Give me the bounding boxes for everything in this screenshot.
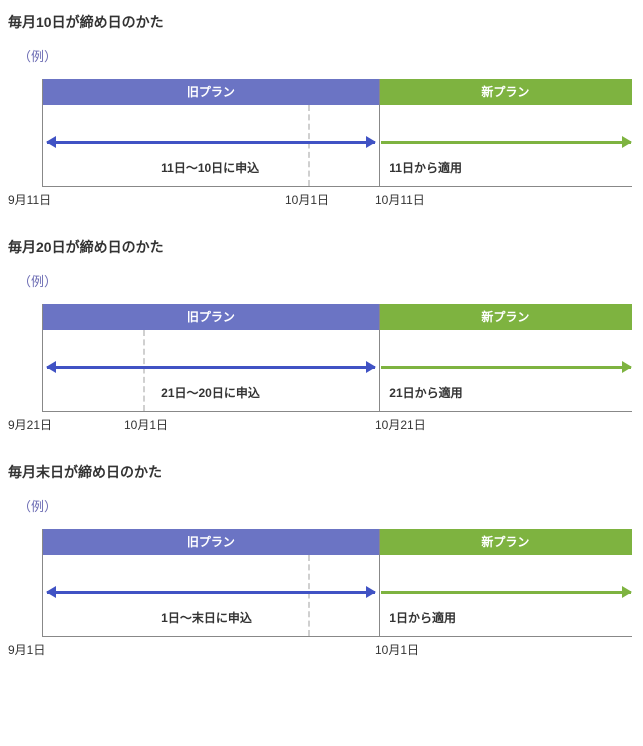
date-label: 9月11日 xyxy=(8,191,51,208)
old-plan-header: 旧プラン xyxy=(43,529,379,555)
effective-period-arrow xyxy=(381,141,631,144)
date-label: 9月21日 xyxy=(8,416,52,433)
date-label: 10月11日 xyxy=(375,191,425,208)
section-title: 毎月10日が締め日のかた xyxy=(8,12,635,32)
new-plan-header: 新プラン xyxy=(379,304,632,330)
month-boundary-line xyxy=(308,105,310,186)
effective-period-label: 1日から適用 xyxy=(389,609,456,626)
effective-period-label: 11日から適用 xyxy=(389,159,462,176)
application-period-label: 21日～20日に申込 xyxy=(161,384,260,401)
example-label: （例） xyxy=(18,46,635,65)
date-label: 9月1日 xyxy=(8,641,45,658)
new-plan-header: 新プラン xyxy=(379,79,632,105)
timeline: 旧プラン新プラン 21日～20日に申込 21日から適用 xyxy=(42,304,632,412)
date-label: 10月1日 xyxy=(285,191,329,208)
old-plan-header: 旧プラン xyxy=(43,304,379,330)
date-label: 10月21日 xyxy=(375,416,426,433)
section-title: 毎月20日が締め日のかた xyxy=(8,237,635,257)
date-axis: 9月1日 10月1日 xyxy=(8,639,643,659)
date-axis: 9月11日 10月1日 10月11日 xyxy=(8,189,643,209)
effective-period-label: 21日から適用 xyxy=(389,384,462,401)
example-label: （例） xyxy=(18,496,635,515)
timeline: 旧プラン新プラン 11日～10日に申込 11日から適用 xyxy=(42,79,632,187)
effective-period-arrow xyxy=(381,591,631,594)
effective-period-arrow xyxy=(381,366,631,369)
new-plan-header: 新プラン xyxy=(379,529,632,555)
date-label: 10月1日 xyxy=(375,641,419,658)
section-title: 毎月末日が締め日のかた xyxy=(8,462,635,482)
plan-switch-line xyxy=(379,304,380,411)
application-period-arrow xyxy=(47,141,375,144)
application-period-label: 11日～10日に申込 xyxy=(161,159,259,176)
date-axis: 9月21日 10月1日 10月21日 xyxy=(8,414,643,434)
timeline-section: 毎月20日が締め日のかた （例） 旧プラン新プラン 21日～20日に申込 21日から適用… xyxy=(8,237,635,434)
plan-switch-line xyxy=(379,529,380,636)
timeline-section: 毎月末日が締め日のかた （例） 旧プラン新プラン 1日～末日に申込 1日から適用 9月1日… xyxy=(8,462,635,659)
application-period-arrow xyxy=(47,591,375,594)
date-label: 10月1日 xyxy=(124,416,168,433)
plan-switch-line xyxy=(379,79,380,186)
month-boundary-line xyxy=(308,555,310,636)
example-label: （例） xyxy=(18,271,635,290)
old-plan-header: 旧プラン xyxy=(43,79,379,105)
timeline-section: 毎月10日が締め日のかた （例） 旧プラン新プラン 11日～10日に申込 11日から適用… xyxy=(8,12,635,209)
month-boundary-line xyxy=(143,330,145,411)
timeline: 旧プラン新プラン 1日～末日に申込 1日から適用 xyxy=(42,529,632,637)
application-period-arrow xyxy=(47,366,375,369)
application-period-label: 1日～末日に申込 xyxy=(161,609,252,626)
